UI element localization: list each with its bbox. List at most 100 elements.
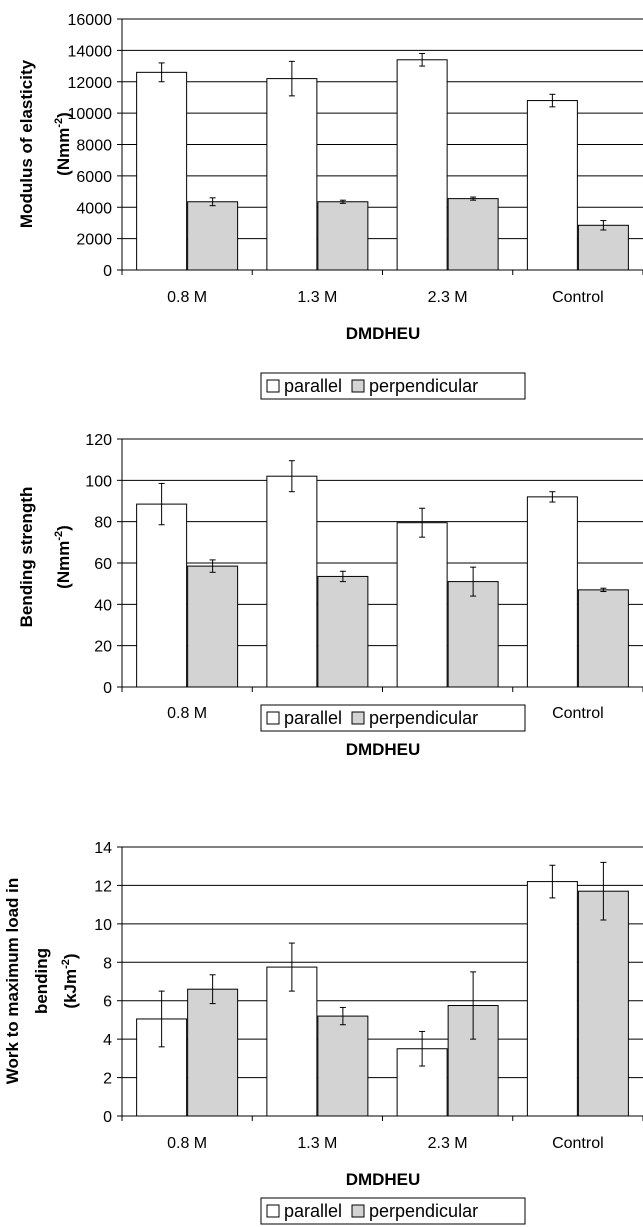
legend-label-parallel: parallel [284,376,342,396]
x-category-label: Control [552,289,604,306]
bar-perpendicular [317,201,369,271]
bar-perpendicular [577,224,629,271]
bar-perpendicular [577,589,629,688]
y-axis-label-line: Modulus of elasticity [17,59,36,228]
legend-box [260,704,526,732]
bar-parallel [396,59,448,271]
bar-parallel [526,881,578,1117]
x-category-label: Control [552,705,604,722]
x-category-label: Control [552,1135,604,1152]
y-tick-label: 10000 [68,106,113,123]
bar-parallel [136,503,188,688]
legend-label-perpendicular: perpendicular [369,708,478,728]
y-tick-label: 6000 [76,169,112,186]
y-axis-unit-base: (kJm [61,969,80,1009]
y-tick-label: 8000 [76,138,112,155]
y-axis-unit-exponent: -2 [53,531,65,541]
y-axis-label-unit: (kJm-2) [60,953,80,1008]
y-tick-label: 16000 [68,12,113,29]
y-tick-label: 20 [94,639,112,656]
legend-box [260,1197,526,1225]
bar-perpendicular [187,988,239,1117]
bar-parallel [266,475,318,688]
bar-parallel [396,522,448,688]
bar-parallel [526,496,578,688]
legend-swatch-parallel [266,1204,280,1218]
x-category-label: 1.3 M [297,1135,337,1152]
legend: parallel perpendicular [260,1197,526,1225]
x-axis-label: DMDHEU [346,740,421,759]
y-tick-label: 120 [85,432,112,449]
legend-swatch-perpendicular [351,1204,365,1218]
bar-perpendicular [317,1015,369,1117]
y-axis-label-unit: (Nmm-2) [53,112,73,176]
y-tick-label: 80 [94,515,112,532]
bar-perpendicular [317,575,369,688]
y-tick-label: 2000 [76,232,112,249]
y-axis-unit-exponent: -2 [53,118,65,128]
x-category-label: 2.3 M [428,289,468,306]
y-tick-label: 40 [94,597,112,614]
y-tick-label: 8 [103,955,112,972]
legend-label-parallel: parallel [284,1201,342,1221]
y-tick-label: 4000 [76,200,112,217]
legend: parallel perpendicular [260,704,526,732]
y-axis-unit-close: ) [54,112,73,118]
bar-parallel [266,78,318,271]
y-tick-label: 2 [103,1071,112,1088]
bar-perpendicular [447,198,499,271]
bar-parallel [136,71,188,271]
y-axis-unit-base: (Nmm [54,128,73,176]
x-category-label: 1.3 M [297,289,337,306]
x-category-label: 0.8 M [167,1135,207,1152]
y-axis-label-line: Work to maximum load in [3,878,22,1085]
y-axis-unit-close: ) [61,953,80,959]
x-category-label: 0.8 M [167,289,207,306]
y-axis-label-line: bending [32,948,51,1014]
y-axis-label: Modulus of elasticity (Nmm-2) [17,59,73,228]
legend-swatch-perpendicular [351,379,365,393]
y-tick-label: 0 [103,680,112,697]
y-tick-label: 4 [103,1032,112,1049]
chart-work-to-maximum-load: 0 2 4 6 8 10 12 14 0.8 M 1.3 M 2.3 M Control DMDHEU W… [3,840,643,1225]
bar-perpendicular [577,890,629,1117]
legend-box [260,372,526,400]
y-tick-label: 0 [103,1109,112,1126]
y-tick-label: 12 [94,878,112,895]
y-axis-unit-close: ) [54,525,73,531]
x-axis-label: DMDHEU [346,324,421,343]
x-category-label: 0.8 M [167,705,207,722]
y-axis-unit-base: (Nmm [54,541,73,589]
chart-modulus-of-elasticity: 0 2000 4000 6000 8000 10000 12000 14000 16000 0.8… [17,12,643,400]
y-tick-label: 6 [103,994,112,1011]
y-tick-label: 14 [94,840,112,857]
y-tick-label: 100 [85,473,112,490]
legend-swatch-parallel [266,379,280,393]
y-tick-label: 14000 [68,43,113,60]
y-axis-label: Work to maximum load in bending (kJm-2) [3,878,80,1085]
x-axis-label: DMDHEU [346,1170,421,1189]
y-tick-label: 12000 [68,75,113,92]
legend-swatch-parallel [266,711,280,725]
chart-panel-modulus: 0 2000 4000 6000 8000 10000 12000 14000 16000 0.8… [0,0,643,409]
bar-parallel [526,100,578,271]
y-axis-label: Bending strength (Nmm-2) [17,487,73,628]
y-axis-label-line: Bending strength [17,487,36,628]
y-tick-label: 10 [94,917,112,934]
bar-parallel [266,966,318,1117]
chart-panel-work-to-max-load: 0 2 4 6 8 10 12 14 0.8 M 1.3 M 2.3 M Control DMDHEU W… [0,818,643,1227]
bar-perpendicular [187,565,239,688]
legend-label-parallel: parallel [284,708,342,728]
y-tick-label: 0 [103,263,112,280]
legend-label-perpendicular: perpendicular [369,376,478,396]
bar-perpendicular [447,581,499,688]
legend: parallel perpendicular [260,372,526,400]
y-axis-unit-exponent: -2 [60,959,72,969]
legend-label-perpendicular: perpendicular [369,1201,478,1221]
y-tick-label: 60 [94,556,112,573]
legend-swatch-perpendicular [351,711,365,725]
x-category-label: 2.3 M [428,1135,468,1152]
bar-perpendicular [187,201,239,271]
